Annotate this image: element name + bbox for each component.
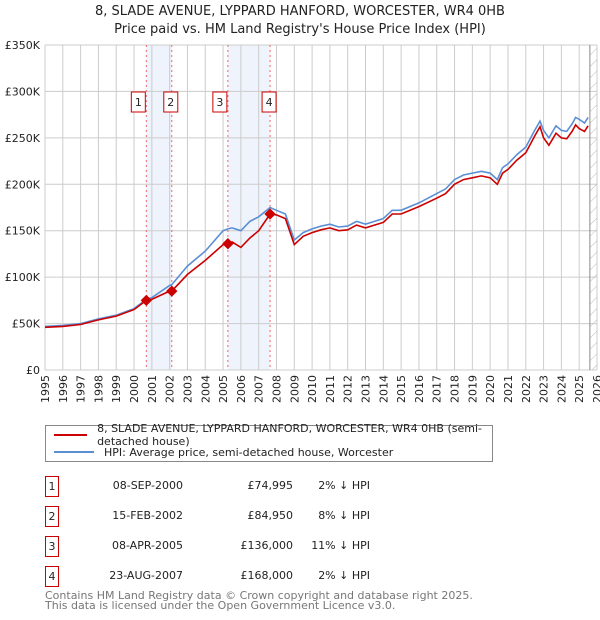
sale-point (264, 208, 276, 220)
y-tick-label: £0 (26, 364, 40, 377)
x-tick-label: 2026 (591, 375, 600, 403)
footer-licence: This data is licensed under the Open Gov… (45, 599, 396, 612)
chart-title: 8, SLADE AVENUE, LYPPARD HANFORD, WORCES… (95, 4, 505, 19)
y-tick-label: £350K (5, 39, 41, 52)
sale-row: 4 23-AUG-2007 £168,000 2% ↓ HPI (45, 566, 445, 588)
sale-label-box (261, 91, 277, 113)
x-tick-label: 2023 (538, 375, 551, 403)
sale-point (140, 294, 152, 307)
y-tick-label: £250K (5, 132, 41, 145)
x-tick-label: 1996 (57, 375, 70, 403)
x-tick-label: 2019 (466, 375, 479, 403)
x-tick-label: 2009 (288, 375, 301, 403)
sale-hpi-diff: 2% ↓ HPI (318, 479, 370, 492)
x-tick-label: 2017 (431, 375, 444, 403)
sale-price: £136,000 (240, 539, 294, 552)
x-tick-label: 2012 (342, 375, 355, 403)
x-tick-label: 2002 (164, 375, 177, 403)
x-tick-label: 2000 (128, 375, 141, 403)
x-tick-label: 1999 (110, 375, 123, 403)
sale-price: £168,000 (240, 569, 294, 582)
sale-label: 4 (266, 96, 273, 109)
sale-date: 08-APR-2005 (111, 539, 183, 552)
sale-row: 1 08-SEP-2000 £74,995 2% ↓ HPI (45, 476, 445, 498)
sale-row: 3 08-APR-2005 £136,000 11% ↓ HPI (45, 536, 445, 558)
sale-number: 3 (45, 536, 59, 557)
legend-item-hpi: HPI: Average price, semi-detached house,… (54, 444, 393, 460)
price-chart: 1995 1996 1997 1998 1999 2000 2001 2002 2003 2004… (5, 39, 600, 403)
x-tick-label: 2004 (199, 375, 212, 403)
sale-date: 15-FEB-2002 (112, 509, 183, 522)
legend-label: HPI: Average price, semi-detached house,… (104, 445, 394, 459)
x-tick-label: 1997 (75, 375, 88, 403)
x-tick-label: 2001 (146, 375, 159, 403)
sale-number: 4 (45, 566, 59, 587)
y-tick-label: £100K (5, 271, 41, 284)
sale-label: 1 (135, 96, 142, 109)
sale-label-box (212, 91, 228, 113)
y-tick-label: £200K (5, 178, 41, 191)
x-tick-label: 2024 (555, 375, 568, 403)
chart-subtitle: Price paid vs. HM Land Registry's House … (114, 22, 486, 37)
legend-swatch-blue (54, 451, 94, 453)
property-price-line (44, 123, 589, 329)
sale-row: 2 15-FEB-2002 £84,950 8% ↓ HPI (45, 506, 445, 528)
sale-date: 08-SEP-2000 (112, 479, 183, 492)
sale-point (166, 285, 178, 297)
sale-date: 23-AUG-2007 (109, 569, 183, 582)
sale-point (222, 238, 234, 250)
x-tick-label: 1995 (39, 375, 52, 403)
x-tick-label: 2010 (306, 375, 319, 403)
x-tick-label: 2025 (573, 375, 586, 403)
legend-label: 8, SLADE AVENUE, LYPPARD HANFORD, WORCES… (97, 422, 483, 448)
sale-label: 3 (216, 96, 223, 109)
legend-swatch-red (54, 434, 88, 436)
footer-copyright: Contains HM Land Registry data © Crown c… (45, 589, 473, 602)
x-tick-label: 2022 (520, 375, 533, 403)
x-tick-label: 2020 (484, 375, 497, 403)
x-tick-label: 2005 (217, 375, 230, 403)
x-tick-label: 2003 (181, 375, 194, 403)
sale-label-box (163, 91, 179, 113)
x-tick-label: 2015 (395, 375, 408, 403)
x-tick-label: 2021 (502, 375, 515, 403)
sale-label-box (130, 91, 146, 113)
x-tick-label: 2016 (413, 375, 426, 403)
x-tick-label: 2008 (270, 375, 283, 403)
y-tick-label: £150K (5, 225, 41, 238)
legend: 8, SLADE AVENUE, LYPPARD HANFORD, WORCES… (45, 422, 493, 462)
x-tick-label: 2011 (324, 375, 337, 403)
x-tick-label: 2013 (360, 375, 373, 403)
x-tick-label: 2014 (377, 375, 390, 403)
sale-hpi-diff: 2% ↓ HPI (318, 569, 370, 582)
sale-number: 1 (45, 476, 59, 497)
y-tick-label: £50K (12, 318, 41, 331)
y-tick-label: £300K (5, 85, 41, 98)
sale-hpi-diff: 8% ↓ HPI (318, 509, 370, 522)
sale-label: 2 (167, 96, 174, 109)
x-tick-label: 1998 (92, 375, 105, 403)
x-tick-label: 2018 (449, 375, 462, 403)
x-tick-label: 2007 (253, 375, 266, 403)
sale-price: £74,995 (247, 479, 294, 492)
sale-price: £84,950 (247, 509, 294, 522)
forecast-region (589, 45, 597, 370)
legend-item-property: 8, SLADE AVENUE, LYPPARD HANFORD, WORCES… (54, 422, 492, 448)
sale-hpi-diff: 11% ↓ HPI (311, 539, 370, 552)
sale-number: 2 (45, 506, 59, 527)
hpi-line (44, 116, 589, 328)
x-tick-label: 2006 (235, 375, 248, 403)
